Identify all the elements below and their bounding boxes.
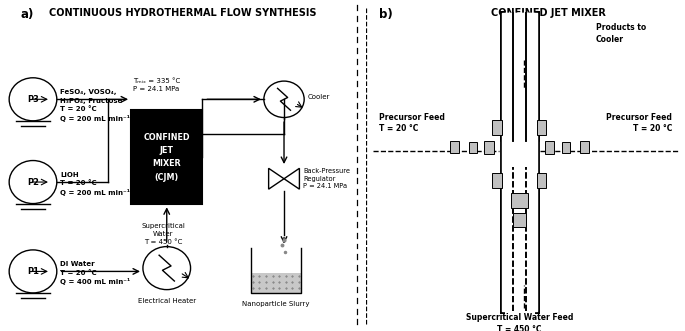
Text: Precursor Feed
T = 20 °C: Precursor Feed T = 20 °C (379, 113, 445, 133)
Bar (493, 173, 502, 188)
Text: Supercritical
Water
T = 450 °C: Supercritical Water T = 450 °C (141, 222, 185, 245)
Bar (510, 193, 528, 208)
Text: FeSO₄, VOSO₄,
H₃PO₄, Fructose
T = 20 °C
Q = 200 mL min⁻¹: FeSO₄, VOSO₄, H₃PO₄, Fructose T = 20 °C … (60, 89, 130, 121)
Bar (449, 141, 458, 153)
Bar (545, 141, 554, 154)
Text: CONFINED JET MIXER: CONFINED JET MIXER (490, 8, 606, 18)
Text: DI Water
T = 20 °C
Q = 400 mL min⁻¹: DI Water T = 20 °C Q = 400 mL min⁻¹ (60, 261, 131, 285)
Bar (484, 141, 494, 154)
Bar (537, 173, 547, 188)
Bar (580, 141, 589, 153)
Text: Supercritical Water Feed
T = 450 °C: Supercritical Water Feed T = 450 °C (466, 313, 573, 331)
Bar (469, 142, 477, 153)
Bar (513, 213, 525, 227)
Text: Precursor Feed
T = 20 °C: Precursor Feed T = 20 °C (606, 113, 672, 133)
Text: P1: P1 (27, 267, 39, 276)
Bar (251, 273, 301, 293)
Text: Tₘᵢₓ = 335 °C
P = 24.1 MPa: Tₘᵢₓ = 335 °C P = 24.1 MPa (133, 78, 180, 92)
Text: a): a) (20, 8, 34, 21)
Bar (131, 110, 203, 204)
Text: Nanoparticle Slurry: Nanoparticle Slurry (242, 301, 310, 307)
Text: CONTINUOUS HYDROTHERMAL FLOW SYNTHESIS: CONTINUOUS HYDROTHERMAL FLOW SYNTHESIS (49, 8, 317, 18)
Text: CONFINED
JET
MIXER
(CJM): CONFINED JET MIXER (CJM) (143, 133, 190, 181)
Text: Electrical Heater: Electrical Heater (138, 298, 196, 304)
Text: LiOH
T = 20 °C
Q = 200 mL min⁻¹: LiOH T = 20 °C Q = 200 mL min⁻¹ (60, 172, 130, 196)
Text: P3: P3 (27, 95, 39, 104)
Bar (562, 142, 569, 153)
Text: b): b) (379, 8, 393, 21)
Bar (59, 98, 103, 184)
Text: Products to
Cooler: Products to Cooler (596, 23, 646, 44)
Bar (537, 120, 547, 135)
Text: P2: P2 (27, 177, 39, 187)
Text: Back-Pressure
Regulator
P = 24.1 MPa: Back-Pressure Regulator P = 24.1 MPa (303, 168, 350, 189)
Text: Cooler: Cooler (308, 94, 330, 101)
Bar (493, 120, 502, 135)
